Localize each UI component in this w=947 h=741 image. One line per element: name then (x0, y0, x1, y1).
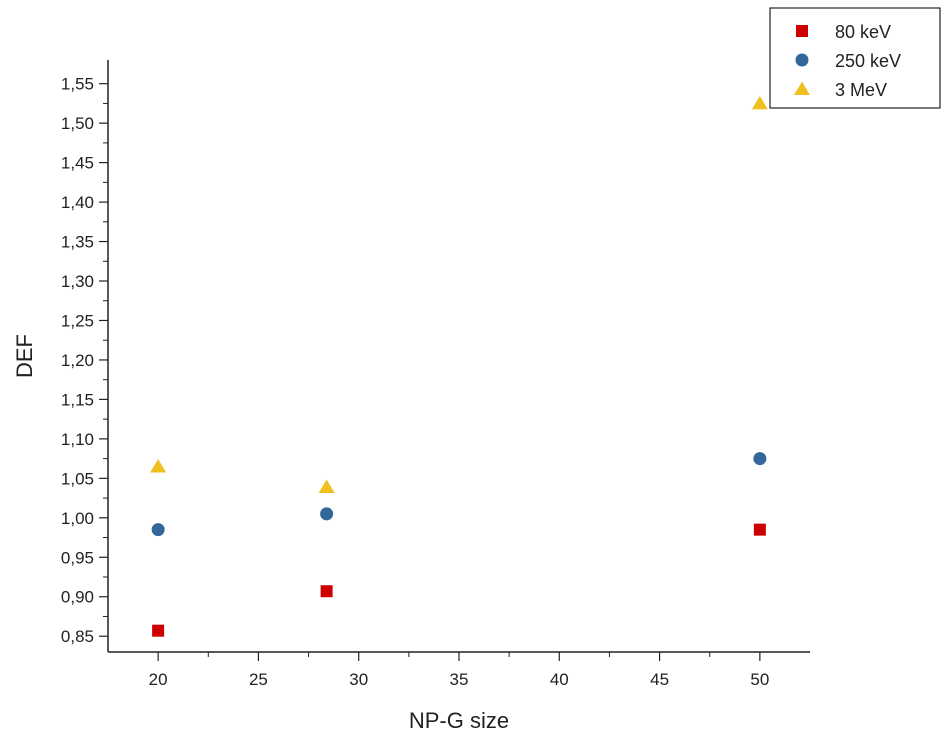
legend-label: 3 MeV (835, 80, 887, 100)
data-point-series-0 (753, 523, 766, 536)
y-tick-label: 1,15 (61, 390, 94, 409)
x-tick-label: 35 (450, 670, 469, 689)
legend-marker (795, 53, 809, 67)
y-tick-label: 0,95 (61, 548, 94, 567)
y-tick-label: 1,25 (61, 311, 94, 330)
axes (107, 60, 810, 653)
legend-marker (796, 25, 808, 37)
data-point-series-1 (753, 452, 767, 466)
data-point-series-2 (751, 95, 768, 110)
x-tick-label: 45 (650, 670, 669, 689)
legend-label: 250 keV (835, 51, 901, 71)
data-point-series-2 (150, 459, 167, 473)
data-marks (150, 95, 768, 637)
y-tick-label: 1,20 (61, 351, 94, 370)
ticks: 20 25 30 35 40 45 50 0,85 0,90 0,95 1,00 1,05 1,10 1,… (61, 75, 769, 689)
x-tick-label: 30 (349, 670, 368, 689)
y-tick-label: 0,90 (61, 588, 94, 607)
data-point-series-0 (152, 624, 165, 637)
y-tick-label: 1,55 (61, 75, 94, 94)
y-tick-label: 1,40 (61, 193, 94, 212)
legend: 80 keV 250 keV 3 MeV (769, 7, 941, 109)
x-tick-label: 50 (750, 670, 769, 689)
y-tick-label: 1,30 (61, 272, 94, 291)
data-point-series-1 (151, 523, 165, 537)
data-point-series-2 (318, 479, 335, 494)
legend-marker (794, 81, 810, 95)
y-axis-title: DEF (12, 334, 37, 378)
x-tick-label: 40 (550, 670, 569, 689)
y-tick-label: 1,05 (61, 469, 94, 488)
data-point-series-1 (320, 507, 334, 521)
y-tick-label: 1,10 (61, 430, 94, 449)
x-tick-label: 25 (249, 670, 268, 689)
y-tick-label: 1,00 (61, 509, 94, 528)
y-tick-label: 1,45 (61, 154, 94, 173)
y-tick-label: 1,50 (61, 114, 94, 133)
y-tick-label: 0,85 (61, 627, 94, 646)
y-tick-label: 1,35 (61, 233, 94, 252)
legend-label: 80 keV (835, 22, 891, 42)
x-tick-label: 20 (149, 670, 168, 689)
x-axis-title: NP-G size (409, 708, 509, 733)
data-point-series-0 (320, 585, 333, 598)
